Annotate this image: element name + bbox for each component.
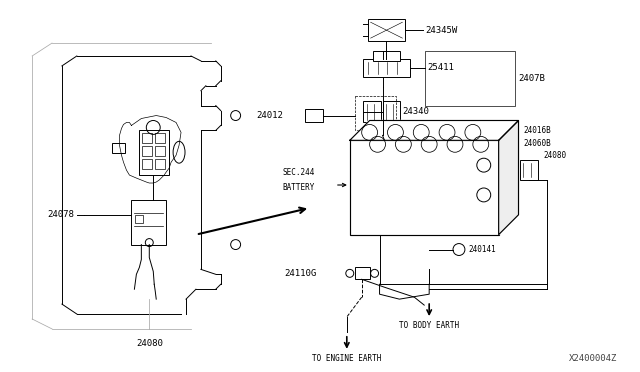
Text: X2400004Z: X2400004Z [570,354,618,363]
FancyBboxPatch shape [142,134,152,143]
Text: 24345W: 24345W [425,26,458,35]
Text: TO ENGINE EARTH: TO ENGINE EARTH [312,354,381,363]
Text: 24080: 24080 [136,339,163,348]
FancyBboxPatch shape [156,134,165,143]
Text: 2407B: 2407B [518,74,545,83]
Text: SEC.244: SEC.244 [282,168,315,177]
Polygon shape [350,121,518,140]
FancyBboxPatch shape [111,143,125,153]
FancyBboxPatch shape [363,101,381,122]
FancyBboxPatch shape [520,160,538,180]
FancyBboxPatch shape [355,267,370,279]
FancyBboxPatch shape [383,101,401,122]
Text: BATTERY: BATTERY [282,183,315,192]
FancyBboxPatch shape [136,215,143,223]
Text: 240141: 240141 [469,245,497,254]
FancyBboxPatch shape [156,146,165,156]
Text: 24340: 24340 [403,107,429,116]
Text: TO BODY EARTH: TO BODY EARTH [399,321,460,330]
FancyBboxPatch shape [363,59,410,77]
FancyBboxPatch shape [156,159,165,169]
FancyBboxPatch shape [131,200,166,244]
FancyBboxPatch shape [140,131,169,175]
FancyBboxPatch shape [142,159,152,169]
FancyBboxPatch shape [350,140,499,235]
Text: 24078: 24078 [47,210,74,219]
Polygon shape [499,121,518,235]
FancyBboxPatch shape [367,19,405,41]
FancyBboxPatch shape [142,146,152,156]
Text: 25411: 25411 [427,63,454,73]
Text: 24060B: 24060B [524,139,551,148]
FancyBboxPatch shape [305,109,323,122]
Text: 24016B: 24016B [524,126,551,135]
Text: 24110G: 24110G [285,269,317,278]
Text: 24012: 24012 [257,111,284,120]
FancyBboxPatch shape [372,51,401,61]
Text: 24080: 24080 [543,151,566,160]
